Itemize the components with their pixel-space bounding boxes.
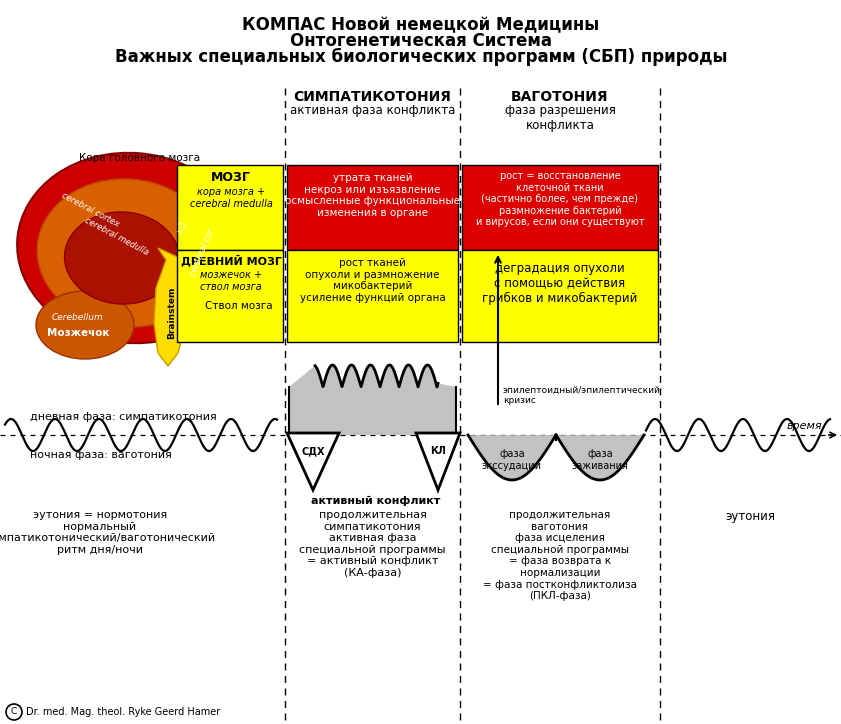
Text: cerebral medulla: cerebral medulla [83,215,151,257]
Text: эутония: эутония [726,510,775,523]
Text: ВАГОТОНИЯ: ВАГОТОНИЯ [511,90,609,104]
Text: Мозжечок: Мозжечок [47,328,109,338]
Polygon shape [287,433,339,490]
FancyBboxPatch shape [462,250,658,342]
Text: эпилептоидный/эпилептический
кризис: эпилептоидный/эпилептический кризис [503,386,661,405]
FancyBboxPatch shape [287,165,458,250]
Text: МОЗГ: МОЗГ [211,171,251,184]
FancyBboxPatch shape [177,250,283,342]
Text: продолжительная
симпатикотония
активная фаза
специальной программы
= активный ко: продолжительная симпатикотония активная … [299,510,446,578]
FancyBboxPatch shape [287,250,458,342]
Text: C: C [11,707,17,717]
Text: Brainstem: Brainstem [167,287,177,339]
Text: кора мозга +
cerebral medulla: кора мозга + cerebral medulla [189,187,272,209]
Text: мозжечок +
ствол мозга: мозжечок + ствол мозга [200,270,262,292]
Text: ночная фаза: ваготония: ночная фаза: ваготония [30,450,172,460]
Ellipse shape [37,179,217,327]
Polygon shape [289,365,456,435]
Text: фаза
заживания: фаза заживания [572,449,628,471]
Text: продолжительная
ваготония
фаза исцеления
специальной программы
= фаза возврата к: продолжительная ваготония фаза исцеления… [483,510,637,601]
Polygon shape [154,248,188,366]
Text: фаза
экссудации: фаза экссудации [482,449,542,471]
Text: Онтогенетическая Система: Онтогенетическая Система [290,32,552,50]
Ellipse shape [36,291,134,359]
Polygon shape [416,433,460,490]
Text: СДХ: СДХ [301,446,325,456]
Text: Кора головного мозга: Кора головного мозга [79,153,200,163]
Text: рост тканей
опухоли и размножение
микобактерий
усиление функций органа: рост тканей опухоли и размножение микоба… [299,258,446,303]
Text: активная фаза конфликта: активная фаза конфликта [290,104,455,117]
Text: активный конфликт: активный конфликт [311,496,440,506]
Text: СИМПАТИКОТОНИЯ: СИМПАТИКОТОНИЯ [294,90,452,104]
Text: Dr. med. Mag. theol. Ryke Geerd Hamer: Dr. med. Mag. theol. Ryke Geerd Hamer [26,707,220,717]
Text: рост = восстановление
клеточной ткани
(частично более, чем прежде)
размножение б: рост = восстановление клеточной ткани (ч… [476,171,644,227]
FancyBboxPatch shape [177,165,283,250]
Text: фаза разрешения
конфликта: фаза разрешения конфликта [505,104,616,132]
Text: эутония = нормотония
нормальный
симпатикотонический/ваготонический
ритм дня/ночи: эутония = нормотония нормальный симпатик… [0,510,215,555]
Text: Ствол мозга: Ствол мозга [205,301,272,311]
Text: деградация опухоли
с помощью действия
грибков и микобактерий: деградация опухоли с помощью действия гр… [482,262,637,305]
Text: КОМПАС Новой немецкой Медицины: КОМПАС Новой немецкой Медицины [242,16,600,34]
Text: время: время [786,421,822,431]
Text: утрата тканей
некроз или изъязвление
осмысленные функциональные
изменения в орга: утрата тканей некроз или изъязвление осм… [285,173,460,218]
Text: ДРЕВНИЙ МОЗГ: ДРЕВНИЙ МОЗГ [181,255,282,266]
FancyBboxPatch shape [462,165,658,250]
Text: cerebral cor: cerebral cor [188,228,215,278]
Text: х.3: х.3 [176,220,188,236]
Text: Важных специальных биологических программ (СБП) природы: Важных специальных биологических програм… [114,48,727,66]
Text: Cerebellum: Cerebellum [52,313,104,321]
Text: cerebral cortex: cerebral cortex [60,191,120,229]
Ellipse shape [65,212,179,304]
Text: дневная фаза: симпатикотония: дневная фаза: симпатикотония [30,412,217,422]
Text: КЛ: КЛ [430,446,446,456]
Ellipse shape [17,153,247,343]
